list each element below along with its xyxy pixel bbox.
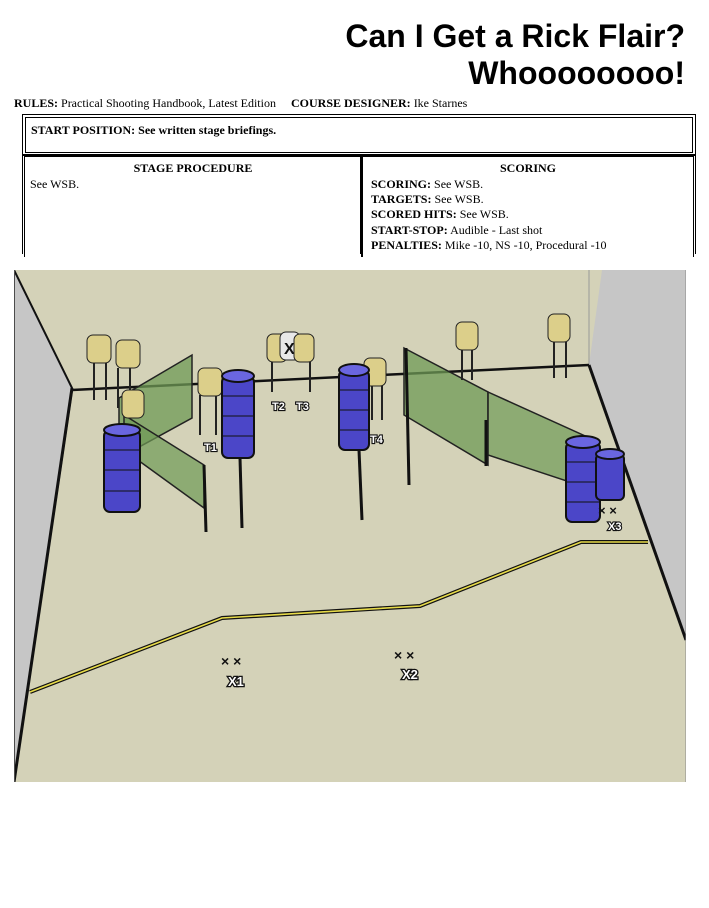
floor	[14, 270, 686, 782]
position-label-x2: X2	[402, 667, 418, 682]
scoring-row: START-STOP: Audible - Last shot	[371, 222, 543, 237]
barrel-stack-t1	[221, 369, 255, 529]
svg-text:× ×: × ×	[221, 653, 241, 669]
start-position-box: START POSITION: See written stage briefi…	[22, 114, 696, 156]
start-position-text: START POSITION: See written stage briefi…	[31, 123, 277, 137]
stage-title: Can I Get a Rick Flair? Whoooooooo!	[345, 18, 685, 92]
svg-text:X: X	[284, 341, 295, 358]
target-label-t4: T4	[370, 434, 384, 446]
barrel-stack-left	[103, 423, 141, 513]
procedure-text: See WSB.	[30, 177, 80, 191]
rules-value: Practical Shooting Handbook, Latest Edit…	[61, 96, 276, 110]
scoring-row: SCORING: See WSB.	[371, 177, 484, 191]
stage-title-line1: Can I Get a Rick Flair?	[345, 18, 685, 54]
svg-text:× ×: × ×	[394, 647, 414, 663]
scoring-box: SCORING SCORING: See WSB. TARGETS: See W…	[360, 154, 696, 257]
rules-line: RULES: Practical Shooting Handbook, Late…	[14, 96, 467, 111]
rules-label: RULES:	[14, 96, 59, 110]
designer-label: COURSE DESIGNER:	[290, 96, 411, 110]
position-label-x3: X3	[608, 521, 621, 533]
position-marks: × × × × × ×	[221, 503, 617, 669]
target-stands: X	[86, 313, 571, 435]
procedure-box: STAGE PROCEDURE See WSB.	[22, 154, 362, 257]
scoring-row: PENALTIES: Mike -10, NS -10, Procedural …	[371, 237, 607, 252]
right-wall	[589, 270, 686, 640]
designer-value: Ike Starnes	[413, 96, 468, 110]
scoring-row: SCORED HITS: See WSB.	[371, 207, 509, 222]
target-label-t2: T2	[272, 401, 285, 413]
scoring-rows: SCORING: See WSB. TARGETS: See WSB. SCOR…	[371, 177, 607, 253]
procedure-header: STAGE PROCEDURE	[133, 161, 253, 175]
stage-title-line2: Whoooooooo!	[468, 55, 685, 91]
target-label-t3: T3	[296, 401, 309, 413]
stage-diagram: X × × × × × ×	[14, 270, 686, 782]
barrel-stack-right	[565, 435, 625, 523]
svg-text:× ×: × ×	[598, 503, 617, 518]
position-label-x1: X1	[228, 674, 244, 689]
barrel-stack-t4	[338, 363, 370, 521]
target-label-t1: T1	[204, 442, 217, 454]
scoring-row: TARGETS: See WSB.	[371, 192, 484, 207]
scoring-header: SCORING	[499, 161, 556, 175]
